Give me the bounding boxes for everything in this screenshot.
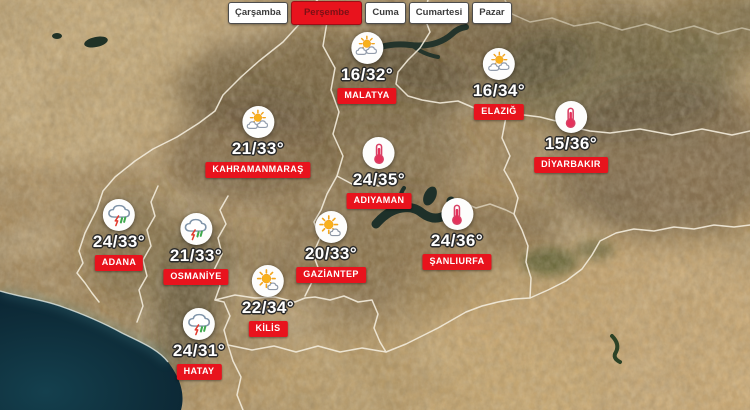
- city-label[interactable]: HATAY: [176, 364, 222, 380]
- thermometer-icon: [363, 137, 395, 169]
- city-marker: 22/34° KİLİS: [242, 265, 294, 337]
- city-label[interactable]: DİYARBAKIR: [534, 157, 608, 173]
- city-marker: 16/34° ELAZIĞ: [473, 48, 525, 120]
- temperature: 16/34°: [472, 81, 526, 100]
- temperature: 24/35°: [352, 170, 406, 189]
- day-tabs: Çarşamba Perşembe Cuma Cumartesi Pazar: [228, 1, 512, 25]
- partly-cloudy-icon: [351, 32, 383, 64]
- city-label[interactable]: ADIYAMAN: [346, 193, 412, 209]
- tab-day-pazar[interactable]: Pazar: [472, 2, 512, 24]
- city-marker: 24/31° HATAY: [173, 308, 225, 380]
- thunderstorm-icon: [103, 199, 135, 231]
- city-marker: 21/33° OSMANİYE: [163, 213, 229, 285]
- thermometer-icon: [440, 198, 473, 230]
- temperature: 16/32°: [340, 65, 394, 84]
- temperature: 22/34°: [241, 298, 295, 317]
- city-marker: 21/33° KAHRAMANMARAŞ: [205, 106, 311, 178]
- mostly-sunny-icon: [252, 265, 284, 297]
- temperature: 24/31°: [172, 341, 226, 360]
- city-label[interactable]: ŞANLIURFA: [422, 254, 492, 270]
- city-marker: 24/33° ADANA: [93, 199, 145, 271]
- city-label[interactable]: OSMANİYE: [163, 269, 229, 285]
- city-marker: 15/36° DİYARBAKIR: [534, 101, 608, 173]
- thunderstorm-icon: [183, 308, 215, 340]
- tab-day-cuma[interactable]: Cuma: [365, 2, 406, 24]
- tab-day-çarşamba[interactable]: Çarşamba: [228, 2, 288, 24]
- city-label[interactable]: MALATYA: [337, 88, 397, 104]
- city-label[interactable]: KAHRAMANMARAŞ: [205, 162, 311, 178]
- city-label[interactable]: ADANA: [94, 255, 144, 271]
- city-label[interactable]: ELAZIĞ: [474, 104, 524, 120]
- city-marker: 20/33° GAZİANTEP: [296, 211, 366, 283]
- tab-day-cumartesi[interactable]: Cumartesi: [408, 2, 470, 24]
- temperature: 24/33°: [92, 232, 146, 251]
- partly-cloudy-icon: [483, 48, 515, 80]
- thermometer-icon: [555, 101, 587, 133]
- temperature: 21/33°: [169, 246, 223, 265]
- tab-day-perşembe[interactable]: Perşembe: [290, 1, 363, 25]
- city-marker: 24/35° ADIYAMAN: [346, 137, 412, 209]
- city-label[interactable]: KİLİS: [248, 321, 288, 337]
- thunderstorm-icon: [180, 213, 212, 245]
- city-marker: 24/36° ŞANLIURFA: [422, 198, 492, 270]
- city-label[interactable]: GAZİANTEP: [296, 267, 366, 283]
- temperature: 20/33°: [304, 244, 358, 263]
- temperature: 24/36°: [430, 231, 484, 250]
- mostly-sunny-icon: [314, 211, 347, 243]
- partly-cloudy-icon: [241, 106, 274, 138]
- temperature: 21/33°: [231, 139, 285, 158]
- temperature: 15/36°: [544, 134, 598, 153]
- city-marker: 16/32° MALATYA: [337, 32, 397, 104]
